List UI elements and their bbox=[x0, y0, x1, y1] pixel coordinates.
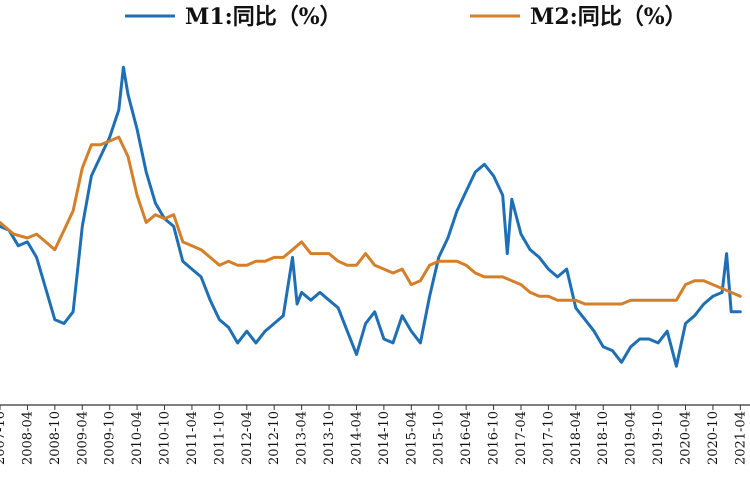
x-tick-label: 2013-10 bbox=[322, 411, 337, 465]
x-tick-label: 2013-04 bbox=[295, 411, 310, 465]
x-tick-label: 2015-10 bbox=[432, 411, 447, 465]
series-line-m2 bbox=[0, 135, 742, 306]
x-tick-label: 2009-10 bbox=[103, 411, 118, 465]
x-tick-label: 2017-10 bbox=[541, 411, 556, 465]
x-axis: 2007-10 2008-04 2008-10 2009-04 2009-10 2010-… bbox=[0, 404, 750, 465]
x-tick-label: 2008-10 bbox=[48, 411, 63, 465]
legend-label-m1: M1:同比（%） bbox=[185, 4, 342, 30]
x-tick-label: 2010-04 bbox=[130, 411, 145, 465]
x-tick-label: 2018-10 bbox=[596, 411, 611, 465]
x-tick-label: 2016-10 bbox=[487, 411, 502, 465]
x-tick-label: 2011-04 bbox=[185, 411, 200, 465]
x-tick-label: 2011-10 bbox=[212, 411, 227, 465]
x-tick-label: 2019-10 bbox=[651, 411, 666, 465]
x-tick-label: 2014-10 bbox=[377, 411, 392, 465]
x-tick-label: 2020-10 bbox=[706, 411, 721, 465]
x-tick-label: 2019-04 bbox=[624, 411, 639, 465]
x-tick-label: 2014-04 bbox=[349, 411, 364, 465]
x-tick-label: 2008-04 bbox=[20, 411, 35, 465]
x-tick-label: 2020-04 bbox=[679, 411, 694, 465]
x-tick-label: 2012-10 bbox=[267, 411, 282, 465]
x-tick-label: 2007-10 bbox=[0, 411, 8, 465]
x-tick-label: 2009-04 bbox=[75, 411, 90, 465]
plot-area bbox=[0, 65, 742, 368]
x-tick-label: 2010-10 bbox=[158, 411, 173, 465]
legend: M1:同比（%） M2:同比（%） bbox=[125, 4, 687, 30]
x-tick-label: 2016-04 bbox=[459, 411, 474, 465]
legend-label-m2: M2:同比（%） bbox=[530, 4, 687, 30]
x-tick-label: 2018-04 bbox=[569, 411, 584, 465]
x-tick-label: 2017-04 bbox=[514, 411, 529, 465]
series-line-m1 bbox=[0, 65, 742, 368]
x-tick-label: 2015-04 bbox=[404, 411, 419, 465]
x-tick-label: 2012-04 bbox=[240, 411, 255, 465]
x-tick-label: 2021-04 bbox=[733, 411, 748, 465]
